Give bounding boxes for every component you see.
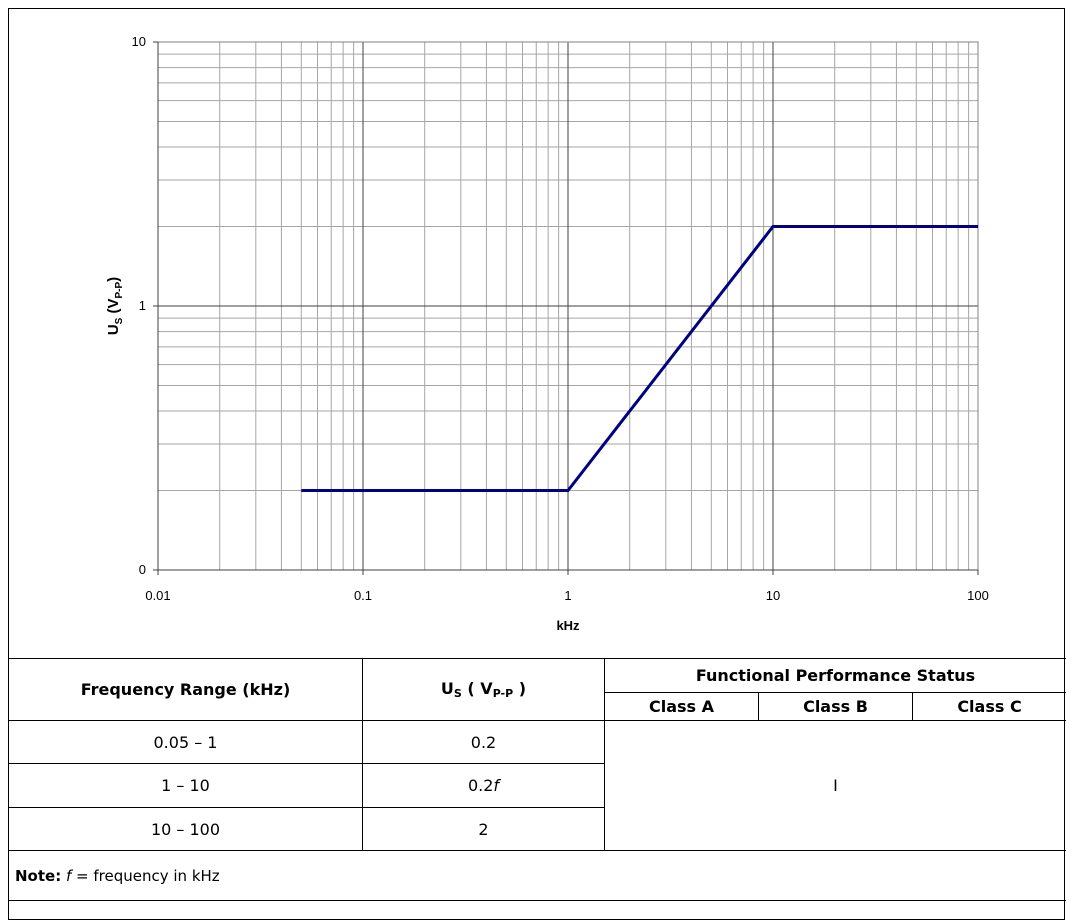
x-tick-label: 10 — [766, 588, 780, 603]
y-axis-label-paren: (V — [105, 298, 122, 317]
note-text: = frequency in kHz — [71, 866, 220, 885]
row-range: 1 – 10 — [8, 763, 363, 808]
y-axis-label: US (VP-P) — [105, 277, 125, 335]
x-tick-label: 0.1 — [354, 588, 372, 603]
header-class-c: Class C — [911, 692, 1066, 721]
y-tick-label: 1 — [139, 298, 146, 313]
y-tick-label: 0 — [139, 562, 146, 577]
y-tick-labels: 0 1 10 — [132, 34, 146, 577]
y-axis-label-main: U — [105, 324, 122, 335]
note: Note: f = frequency in kHz — [7, 850, 1066, 901]
row-us: 0.2f — [362, 763, 605, 808]
x-tick-label: 0.01 — [145, 588, 170, 603]
row-range: 0.05 – 1 — [8, 720, 363, 764]
row-us: 0.2 — [362, 720, 605, 764]
header-us-close: ) — [513, 679, 527, 698]
row-range: 10 – 100 — [8, 807, 363, 851]
x-tick-label: 1 — [564, 588, 571, 603]
performance-table: Frequency Range (kHz) US ( VP-P ) Functi… — [7, 658, 1066, 901]
header-us-main: U — [440, 679, 454, 698]
header-functional-status: Functional Performance Status — [603, 658, 1066, 693]
x-tick-labels: 0.01 0.1 1 10 100 — [145, 588, 989, 603]
series-line — [301, 225, 978, 492]
header-us-unit-sub: P-P — [492, 687, 514, 700]
x-axis-label: kHz — [556, 618, 580, 633]
header-us-mid: ( V — [461, 679, 493, 698]
figure-frame — [8, 8, 1065, 920]
header-class-a: Class A — [604, 692, 759, 721]
header-us: US ( VP-P ) — [362, 658, 605, 721]
series — [301, 225, 978, 492]
y-axis-label-unit-sub: P-P — [114, 281, 125, 298]
y-tick-label: 10 — [132, 34, 146, 49]
note-symbol: f — [65, 866, 72, 885]
status-value: I — [603, 720, 1066, 851]
y-axis-label-sub: S — [114, 317, 125, 324]
chart: 0.01 0.1 1 10 100 0 1 10 kHz US (VP-P) — [105, 34, 989, 633]
x-tick-label: 100 — [967, 588, 989, 603]
header-us-sub: S — [453, 687, 462, 700]
axes — [153, 41, 979, 575]
y-axis-label-close: ) — [105, 277, 122, 282]
row-us-italic: f — [493, 776, 500, 795]
note-label: Note: — [15, 866, 62, 885]
header-frequency-range: Frequency Range (kHz) — [8, 658, 363, 721]
header-class-b: Class B — [758, 692, 913, 721]
row-us-prefix: 0.2 — [467, 776, 494, 795]
row-us: 2 — [362, 807, 605, 851]
